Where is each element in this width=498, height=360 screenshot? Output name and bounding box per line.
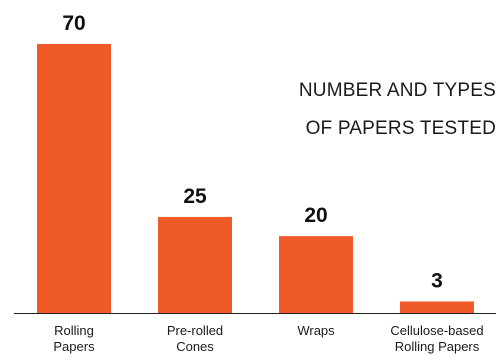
chart-title-line-1: NUMBER AND TYPES: [298, 80, 496, 101]
bars: [37, 44, 474, 313]
bar-3: [400, 301, 474, 313]
value-labels: 70 25 20 3: [62, 12, 443, 292]
value-label-1: 25: [183, 185, 207, 208]
category-label-3: Cellulose-based Rolling Papers: [390, 323, 483, 354]
category-label-2-line-0: Wraps: [297, 323, 335, 338]
category-label-1-line-0: Pre-rolled: [167, 323, 223, 338]
category-label-3-line-0: Cellulose-based: [390, 323, 483, 338]
category-label-1-line-1: Cones: [176, 339, 214, 354]
category-label-0-line-0: Rolling: [54, 323, 94, 338]
category-label-3-line-1: Rolling Papers: [395, 339, 480, 354]
category-label-2: Wraps: [297, 323, 335, 338]
value-label-0: 70: [62, 12, 85, 35]
value-label-3: 3: [431, 269, 443, 292]
chart-title-line-2: OF PAPERS TESTED: [305, 118, 496, 139]
value-label-2: 20: [304, 204, 327, 227]
bar-1: [158, 216, 232, 313]
bar-2: [279, 236, 353, 313]
category-label-0-line-1: Papers: [53, 339, 95, 354]
category-labels: Rolling Papers Pre-rolled Cones Wraps Cellulo…: [53, 323, 483, 354]
bar-0: [37, 44, 111, 313]
category-label-0: Rolling Papers: [53, 323, 95, 354]
category-label-1: Pre-rolled Cones: [167, 323, 223, 354]
